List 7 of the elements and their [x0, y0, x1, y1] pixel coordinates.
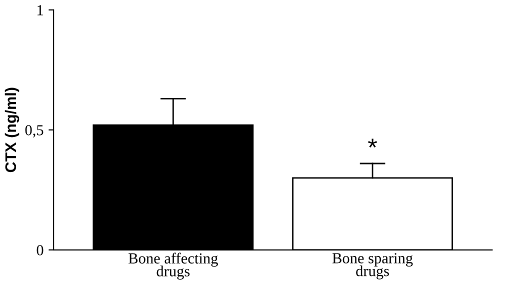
x-tick-label: Bone affecting drugs — [128, 252, 218, 280]
y-tick-label: 0 — [36, 245, 44, 256]
x-tick-label: Bone sparing drugs — [332, 253, 413, 280]
y-tick-label: 1 — [38, 5, 43, 16]
y-axis-title: CTX (ng/ml) — [4, 88, 20, 172]
y-tick-label: 0,5 — [25, 125, 44, 138]
annotation: * — [368, 138, 378, 148]
